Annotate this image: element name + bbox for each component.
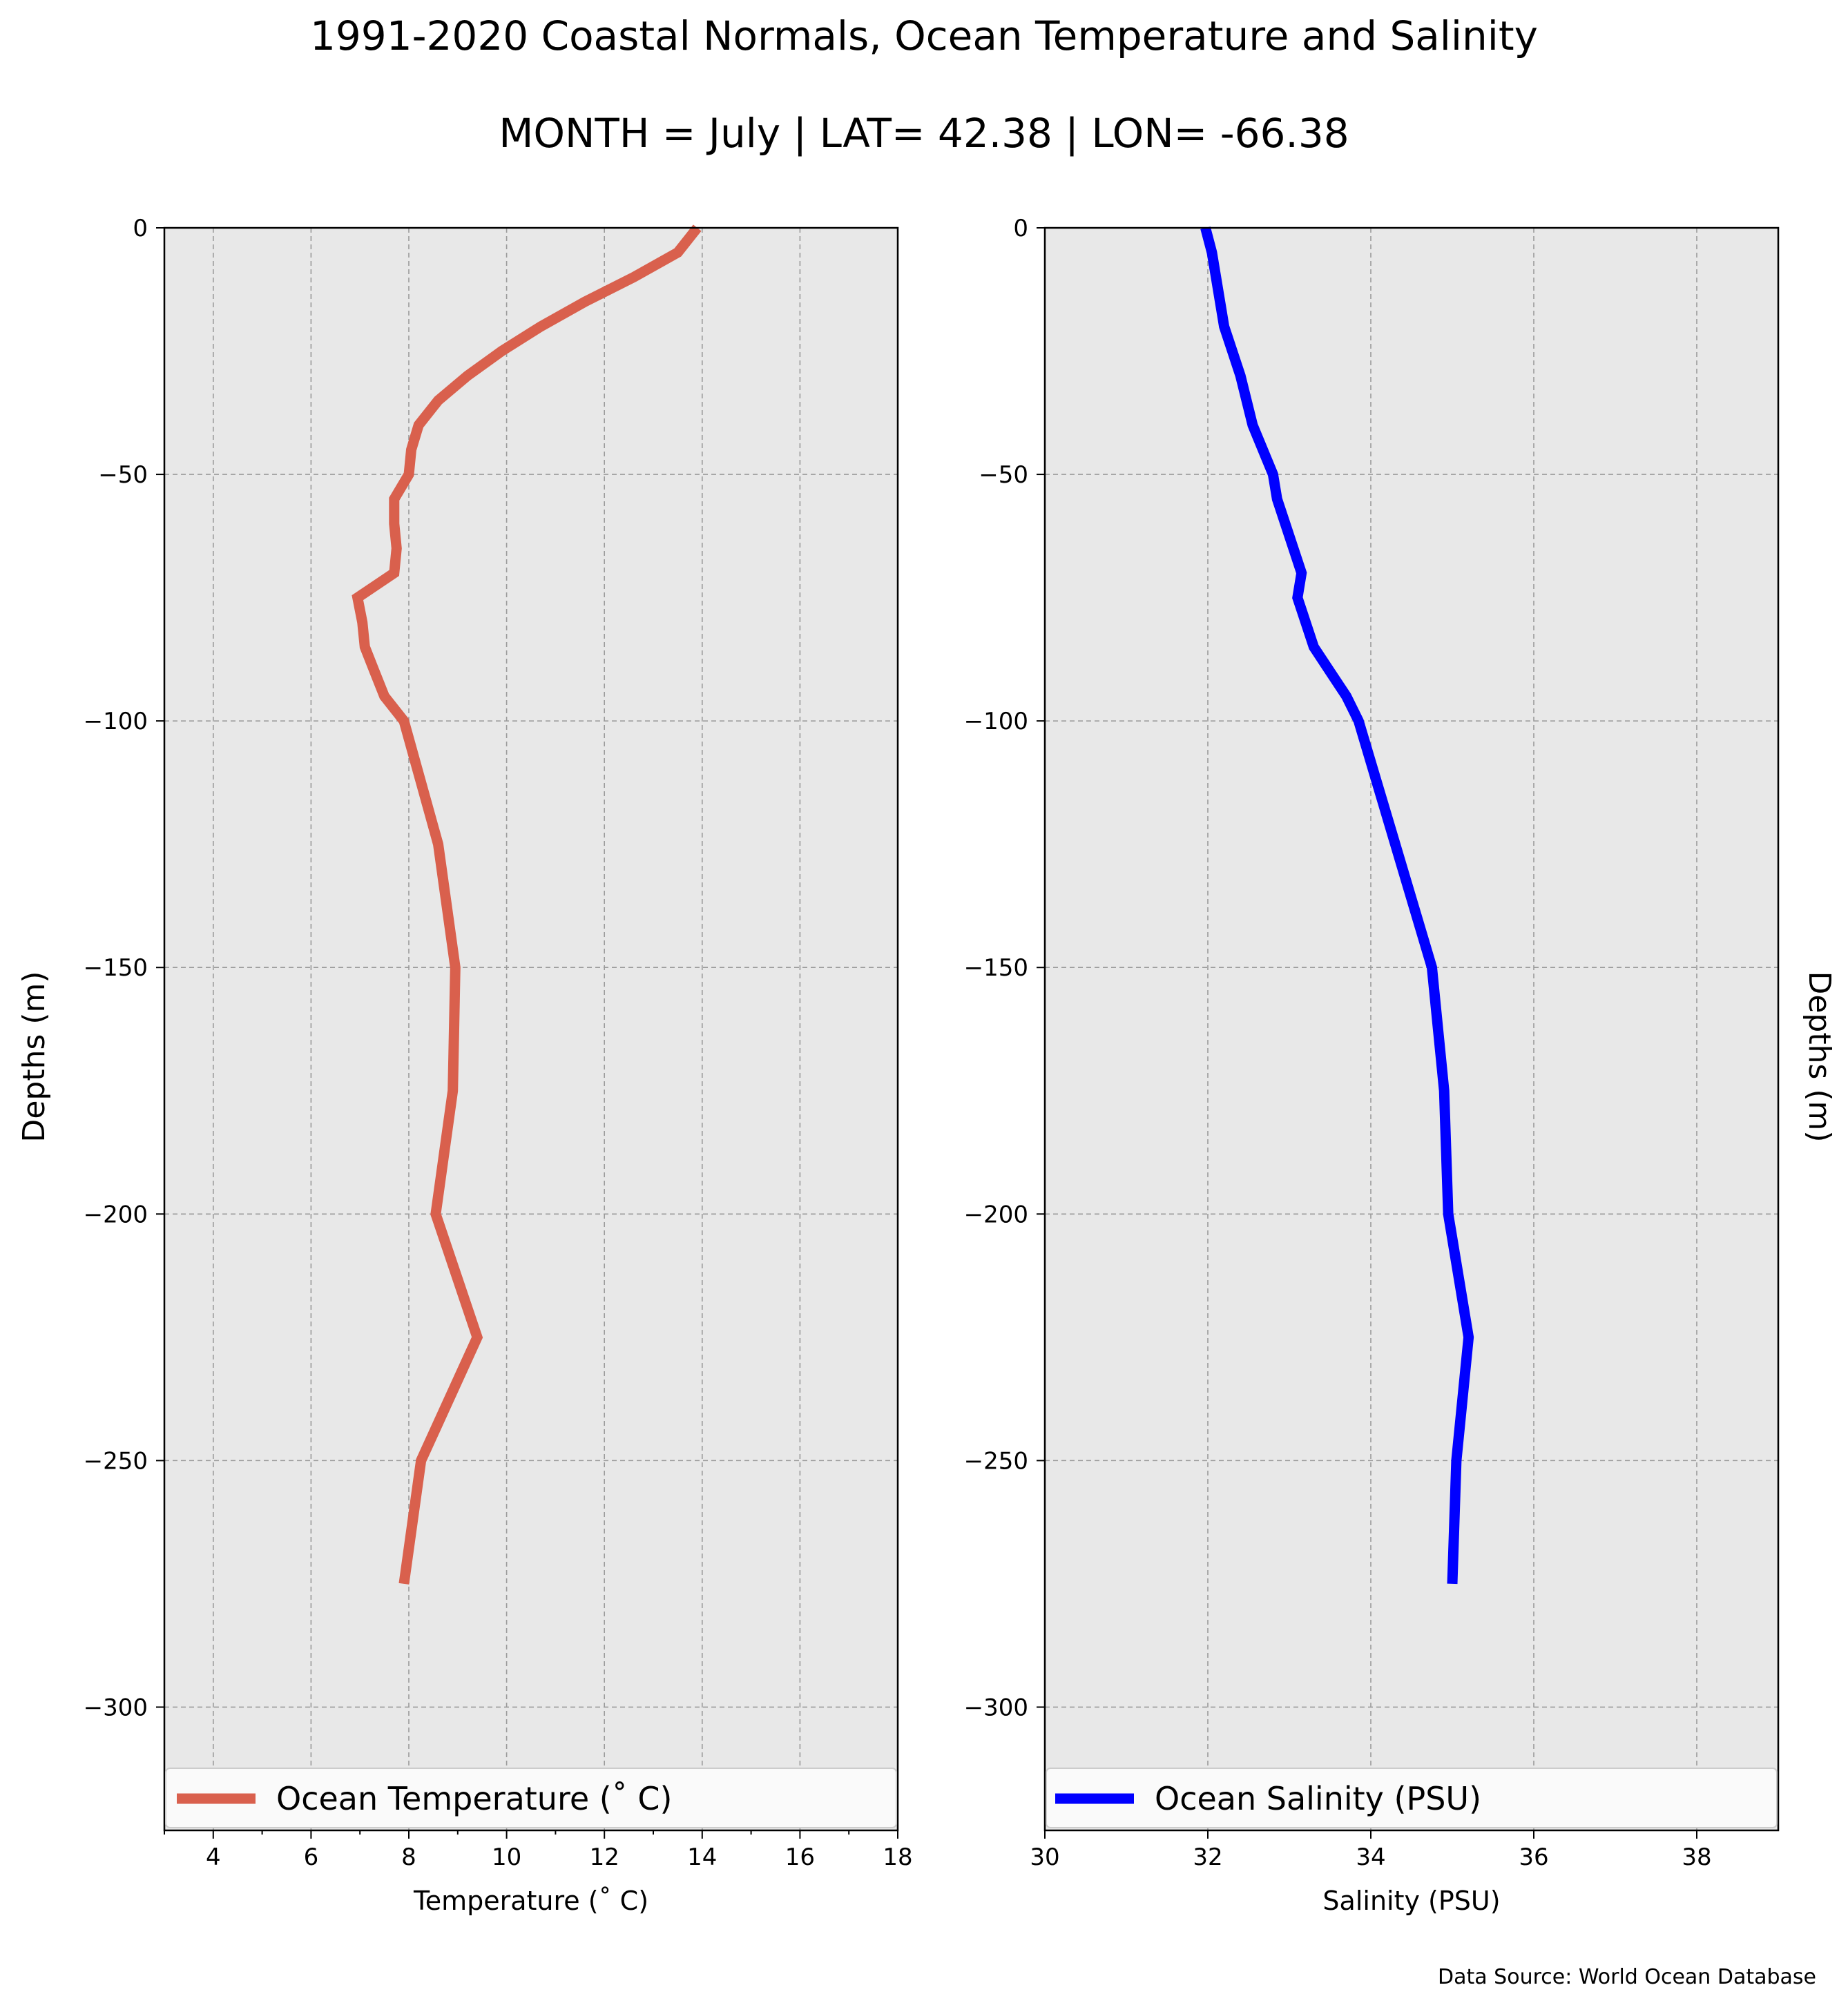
y-tick-label: −100 <box>964 708 1028 735</box>
panel-salinity: 30 32 34 36 38 0 −50 −100 −150 −200 −250 −300 Ocean … <box>964 215 1837 1916</box>
x-tick-label: 18 <box>883 1844 912 1871</box>
legend-label: Ocean Salinity (PSU) <box>1155 1780 1481 1817</box>
legend-box <box>165 1768 897 1828</box>
y-tick-label: 0 <box>133 215 148 242</box>
x-tick-label: 6 <box>304 1844 319 1871</box>
y-tick-label: −200 <box>84 1201 148 1228</box>
y-tick-label: −300 <box>84 1694 148 1721</box>
y-tick-label: −250 <box>964 1447 1028 1475</box>
x-tick-label: 8 <box>401 1844 416 1871</box>
y-tick-label: −250 <box>84 1447 148 1475</box>
x-tick-label: 34 <box>1356 1844 1385 1871</box>
chart-subtitle: MONTH = July | LAT= 42.38 | LON= -66.38 <box>499 110 1349 157</box>
x-tick-label: 14 <box>687 1844 717 1871</box>
x-tick-label: 10 <box>492 1844 521 1871</box>
data-source-note: Data Source: World Ocean Database <box>1438 1965 1816 1989</box>
y-tick-label: 0 <box>1013 215 1028 242</box>
x-axis-label: Salinity (PSU) <box>1322 1886 1500 1916</box>
x-tick-label: 38 <box>1682 1844 1711 1871</box>
legend-box <box>1046 1768 1778 1828</box>
x-tick-label: 32 <box>1193 1844 1222 1871</box>
plot-area <box>1045 228 1778 1830</box>
panel-temperature: 4 6 8 10 12 14 16 18 0 −50 −100 −150 −200 −250 −300 Oce… <box>17 215 913 1916</box>
y-tick-label: −100 <box>84 708 148 735</box>
y-tick-label: −300 <box>964 1694 1028 1721</box>
x-tick-label: 16 <box>785 1844 815 1871</box>
series-line <box>352 224 702 1585</box>
series-line <box>1200 226 1474 1585</box>
legend: Ocean Salinity (PSU) <box>1046 1768 1778 1828</box>
y-tick-label: −200 <box>964 1201 1028 1228</box>
x-tick-label: 12 <box>590 1844 619 1871</box>
axes-frame <box>163 226 899 1832</box>
chart-title: 1991-2020 Coastal Normals, Ocean Tempera… <box>310 12 1538 59</box>
y-axis-label: Depths (m) <box>17 971 52 1142</box>
plot-area <box>164 228 898 1830</box>
legend: Ocean Temperature (˚ C) <box>165 1768 897 1828</box>
y-axis-label: Depths (m) <box>1802 971 1837 1142</box>
y-tick-label: −150 <box>964 954 1028 982</box>
x-axis-label: Temperature (˚ C) <box>413 1886 648 1916</box>
axes-frame <box>1043 226 1780 1832</box>
x-tick-label: 4 <box>206 1844 221 1871</box>
x-tick-label: 36 <box>1519 1844 1548 1871</box>
legend-label: Ocean Temperature (˚ C) <box>276 1780 672 1817</box>
y-tick-label: −150 <box>84 954 148 982</box>
y-tick-label: −50 <box>98 461 148 489</box>
x-tick-label: 30 <box>1030 1844 1059 1871</box>
y-tick-label: −50 <box>979 461 1028 489</box>
